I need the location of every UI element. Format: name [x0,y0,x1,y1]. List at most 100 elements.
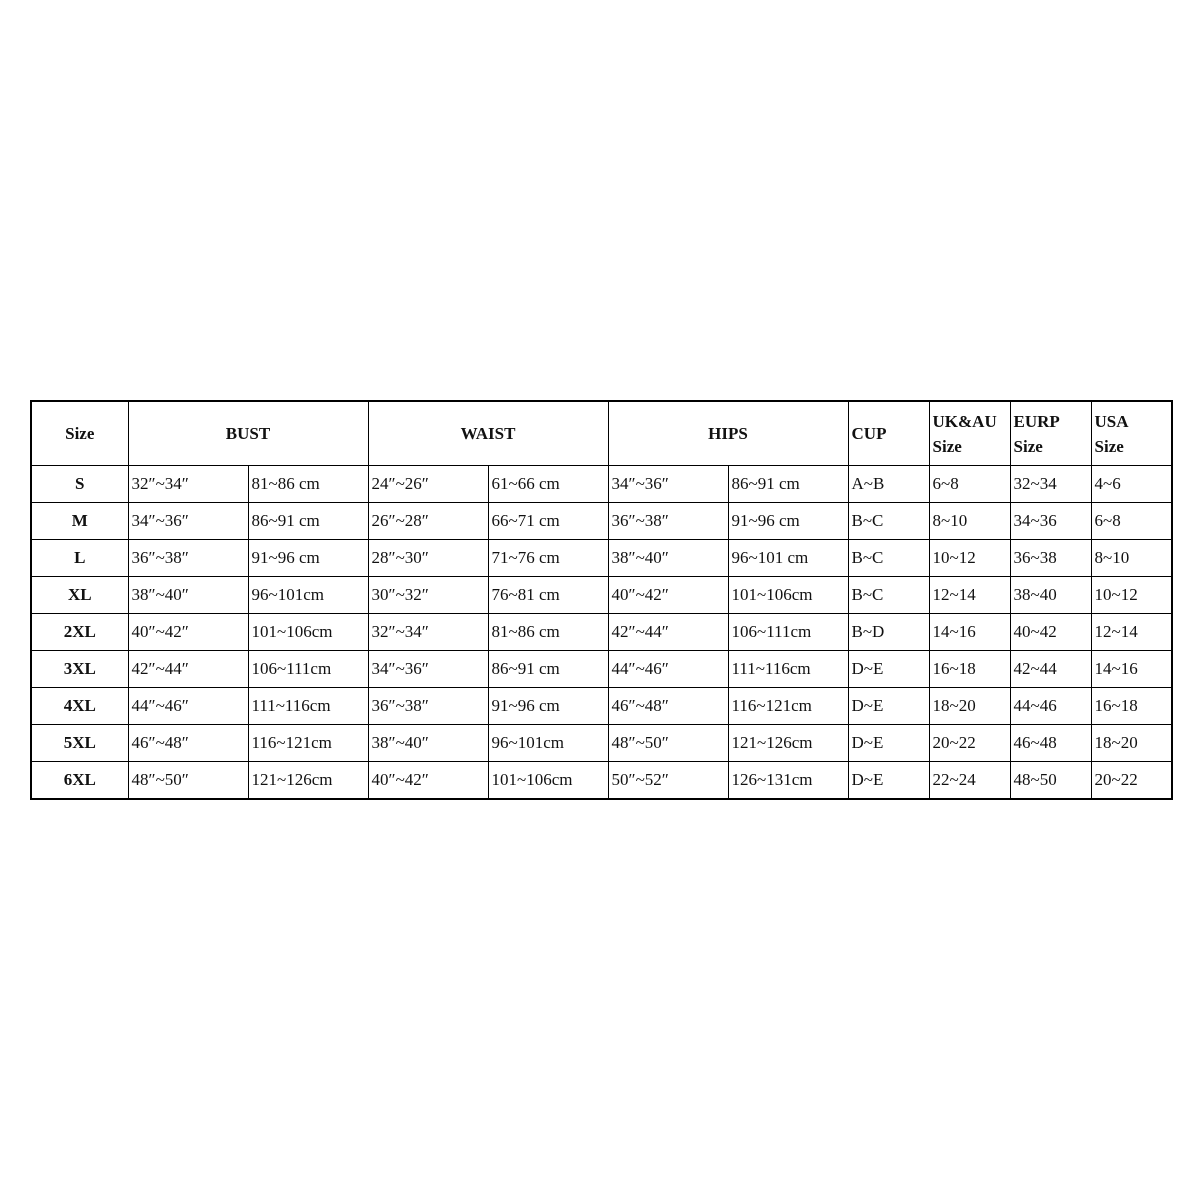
data-row: 3XL 42″~44″ 106~111cm 34″~36″ 86~91 cm 44″~46… [30,650,1173,688]
cell: 48″~50″ [127,761,249,800]
cell: 111~116cm [727,650,849,688]
data-row: 6XL 48″~50″ 121~126cm 40″~42″ 101~106cm 50″~5… [30,761,1173,800]
cell: 8~10 [928,502,1011,540]
cell: 30″~32″ [367,576,489,614]
size-table: Size BUST WAIST HIPS CUP UK&AU Size EURP Size U… [30,400,1174,800]
cell: 81~86 cm [247,465,369,503]
header-cell: UK&AU Size [928,400,1011,466]
cell: 44~46 [1009,687,1092,725]
cell: 4~6 [1090,465,1173,503]
data-row: 2XL 40″~42″ 101~106cm 32″~34″ 81~86 cm 42″~44… [30,613,1173,651]
header-cell: WAIST [367,400,609,466]
size-cell: M [30,502,129,540]
cell: B~C [847,502,930,540]
header-text: USA Size [1094,411,1128,456]
cell: 22~24 [928,761,1011,800]
data-row: XL 38″~40″ 96~101cm 30″~32″ 76~81 cm 40″~42″ 1… [30,576,1173,614]
data-row: M 34″~36″ 86~91 cm 26″~28″ 66~71 cm 36″~38″ 91… [30,502,1173,540]
cell: 16~18 [1090,687,1173,725]
cell: 6~8 [928,465,1011,503]
cell: 18~20 [928,687,1011,725]
cell: 101~106cm [727,576,849,614]
cell: 38″~40″ [607,539,729,577]
cell: 6~8 [1090,502,1173,540]
size-cell: 4XL [30,687,129,725]
cell: D~E [847,650,930,688]
cell: 32″~34″ [127,465,249,503]
cell: 116~121cm [727,687,849,725]
header-cell: Size [30,400,129,466]
cell: 96~101cm [247,576,369,614]
cell: 121~126cm [247,761,369,800]
data-row: 5XL 46″~48″ 116~121cm 38″~40″ 96~101cm 48″~50… [30,724,1173,762]
cell: 14~16 [1090,650,1173,688]
cell: 36″~38″ [367,687,489,725]
cell: 40~42 [1009,613,1092,651]
size-cell: L [30,539,129,577]
cell: 40″~42″ [367,761,489,800]
cell: D~E [847,724,930,762]
cell: 34~36 [1009,502,1092,540]
cell: 8~10 [1090,539,1173,577]
cell: 32~34 [1009,465,1092,503]
cell: 28″~30″ [367,539,489,577]
cell: 101~106cm [487,761,609,800]
cell: 36~38 [1009,539,1092,577]
header-cell: HIPS [607,400,849,466]
size-cell: 2XL [30,613,129,651]
cell: 44″~46″ [127,687,249,725]
cell: 18~20 [1090,724,1173,762]
cell: A~B [847,465,930,503]
cell: D~E [847,761,930,800]
header-row: Size BUST WAIST HIPS CUP UK&AU Size EURP Size U… [30,400,1173,466]
cell: 106~111cm [727,613,849,651]
size-cell: 3XL [30,650,129,688]
cell: 66~71 cm [487,502,609,540]
cell: 86~91 cm [727,465,849,503]
header-cell: BUST [127,400,369,466]
cell: 10~12 [928,539,1011,577]
cell: 91~96 cm [487,687,609,725]
header-text: EURP Size [1013,411,1059,456]
cell: 91~96 cm [247,539,369,577]
cell: 42~44 [1009,650,1092,688]
cell: B~C [847,539,930,577]
cell: D~E [847,687,930,725]
cell: 10~12 [1090,576,1173,614]
cell: 101~106cm [247,613,369,651]
cell: 86~91 cm [247,502,369,540]
cell: 44″~46″ [607,650,729,688]
cell: 96~101 cm [727,539,849,577]
cell: 12~14 [1090,613,1173,651]
cell: 26″~28″ [367,502,489,540]
size-cell: XL [30,576,129,614]
header-cell: USA Size [1090,400,1173,466]
cell: 40″~42″ [607,576,729,614]
cell: 86~91 cm [487,650,609,688]
cell: 20~22 [928,724,1011,762]
cell: 32″~34″ [367,613,489,651]
cell: B~C [847,576,930,614]
cell: 81~86 cm [487,613,609,651]
cell: 40″~42″ [127,613,249,651]
cell: 71~76 cm [487,539,609,577]
cell: 76~81 cm [487,576,609,614]
data-row: S 32″~34″ 81~86 cm 24″~26″ 61~66 cm 34″~36″ 86… [30,465,1173,503]
cell: 38″~40″ [127,576,249,614]
size-cell: 6XL [30,761,129,800]
cell: 36″~38″ [607,502,729,540]
size-cell: S [30,465,129,503]
cell: 24″~26″ [367,465,489,503]
cell: 38″~40″ [367,724,489,762]
header-cell: EURP Size [1009,400,1092,466]
data-row: L 36″~38″ 91~96 cm 28″~30″ 71~76 cm 38″~40″ 96… [30,539,1173,577]
cell: 106~111cm [247,650,369,688]
cell: 116~121cm [247,724,369,762]
cell: 46~48 [1009,724,1092,762]
cell: 36″~38″ [127,539,249,577]
cell: 16~18 [928,650,1011,688]
cell: 91~96 cm [727,502,849,540]
cell: 20~22 [1090,761,1173,800]
cell: 96~101cm [487,724,609,762]
